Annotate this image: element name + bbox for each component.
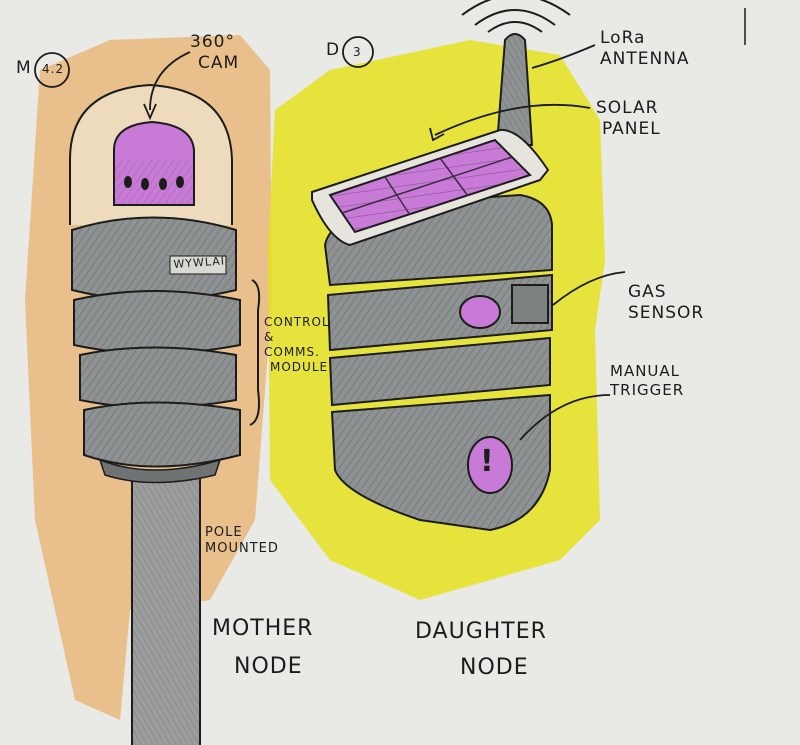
mother-tag-letter: M <box>16 58 32 78</box>
mother-node-title: MOTHER NODE <box>212 615 313 680</box>
daughter-node-title-line2: NODE <box>460 654 529 680</box>
solar-label-line1: SOLAR <box>596 98 659 118</box>
mother-pole <box>131 470 201 745</box>
daughter-tag-letter: D <box>326 40 341 60</box>
pole-label-line1: POLE <box>205 525 243 540</box>
module-label-line3: COMMS. <box>264 345 320 359</box>
daughter-antenna <box>461 0 571 146</box>
daughter-node-title: DAUGHTER NODE <box>415 618 547 681</box>
daughter-node-title-line1: DAUGHTER <box>415 619 547 644</box>
mother-tag-code: 4.2 <box>42 62 65 76</box>
manual-trigger-glyph: ! <box>480 444 495 479</box>
trigger-label: MANUAL TRIGGER <box>610 362 684 400</box>
mother-badge-plate <box>169 255 227 275</box>
camera-label: 360° CAM <box>190 32 239 75</box>
trigger-label-line2: TRIGGER <box>610 380 685 399</box>
pole-label: POLE MOUNTED <box>205 525 279 558</box>
daughter-tag-circle <box>342 36 374 68</box>
gas-leader <box>552 271 626 306</box>
daughter-body <box>323 193 553 532</box>
daughter-tag-code: 3 <box>353 45 362 59</box>
gas-sensor-label: GAS SENSOR <box>628 282 704 325</box>
trigger-leader <box>519 394 611 441</box>
mother-camera <box>113 120 195 206</box>
camera-label-line2: CAM <box>198 53 240 74</box>
trigger-label-line1: MANUAL <box>610 362 681 380</box>
module-label: CONTROL & COMMS. MODULE <box>264 315 330 375</box>
antenna-label: LoRa ANTENNA <box>600 28 690 71</box>
solar-label-line2: PANEL <box>602 119 661 140</box>
antenna-leader <box>531 44 596 69</box>
manual-trigger-button <box>467 436 513 494</box>
camera-arrow <box>149 51 191 111</box>
mother-node-title-line1: MOTHER <box>212 616 314 641</box>
gas-sensor-label-line2: SENSOR <box>628 303 705 324</box>
solar-label: SOLAR PANEL <box>596 98 661 141</box>
solar-leader <box>434 103 591 136</box>
module-label-line2: & <box>264 330 275 344</box>
antenna-label-line1: LoRa <box>600 28 646 48</box>
antenna-label-line2: ANTENNA <box>600 49 690 70</box>
mother-node-title-line2: NODE <box>234 653 303 679</box>
solar-panel <box>311 128 550 247</box>
mother-tag-circle <box>34 52 70 88</box>
mother-body-rings <box>71 216 241 484</box>
pole-label-line2: MOUNTED <box>205 541 279 557</box>
gas-sensor-label-line1: GAS <box>628 282 667 302</box>
gas-sensor-box <box>511 284 549 324</box>
camera-label-line1: 360° <box>190 32 235 52</box>
module-label-line1: CONTROL <box>264 315 330 329</box>
module-label-line4: MODULE <box>270 360 329 374</box>
mother-module-bracket <box>249 279 261 426</box>
gas-sensor-window <box>459 295 501 329</box>
